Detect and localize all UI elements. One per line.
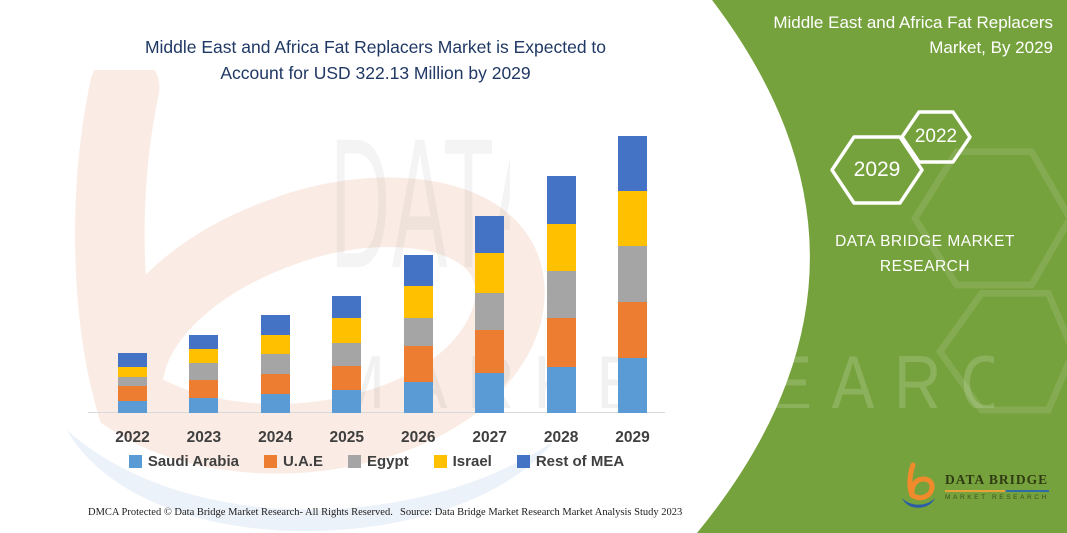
bar-segment-2029-egypt <box>618 245 647 302</box>
brand-name: DATA BRIDGE MARKET RESEARCH <box>810 229 1040 279</box>
bar-segment-2029-rest-of-mea <box>618 136 647 191</box>
bar-segment-2023-israel <box>189 348 219 364</box>
bar-segment-2025-israel <box>332 317 362 343</box>
legend-swatch-icon <box>263 455 277 468</box>
bar-segment-2027-egypt <box>475 292 505 330</box>
bar-segment-2025-rest-of-mea <box>332 296 362 318</box>
legend-item-egypt: Egypt <box>347 453 409 470</box>
bar-2027 <box>475 215 505 413</box>
legend-item-rest-of-mea: Rest of MEA <box>516 453 625 470</box>
bar-segment-2024-u-a-e <box>260 374 290 395</box>
logo-subtitle-text: MARKET RESEARCH <box>945 493 1049 501</box>
bar-2028 <box>546 175 576 413</box>
bar-2024 <box>260 315 290 413</box>
bar-segment-2022-saudi-arabia <box>118 401 147 413</box>
copyright-text: DMCA Protected © Data Bridge Market Rese… <box>88 507 393 518</box>
bar-segment-2026-saudi-arabia <box>403 382 433 413</box>
bar-segment-2026-u-a-e <box>403 345 433 382</box>
x-axis-label-2025: 2025 <box>329 429 365 446</box>
bar-segment-2027-rest-of-mea <box>475 215 505 253</box>
chart-title-line1: Middle East and Africa Fat Replacers Mar… <box>144 37 607 57</box>
bar-segment-2028-u-a-e <box>546 318 576 367</box>
databridge-logo: DATA BRIDGE MARKET RESEARCH <box>898 458 1066 514</box>
bar-segment-2022-u-a-e <box>118 385 147 401</box>
legend-item-u-a-e: U.A.E <box>263 453 323 470</box>
legend-swatch-icon <box>128 455 142 468</box>
bar-segment-2028-egypt <box>546 271 576 319</box>
bar-segment-2022-rest-of-mea <box>118 352 147 368</box>
brand-line2: RESEARCH <box>879 258 971 275</box>
bar-segment-2027-israel <box>475 252 505 293</box>
bar-segment-2022-egypt <box>118 376 147 386</box>
legend-label: Rest of MEA <box>535 453 625 470</box>
bar-segment-2022-israel <box>118 367 147 377</box>
logo-underline <box>945 489 1049 492</box>
x-axis-label-2022: 2022 <box>115 429 150 446</box>
legend-swatch-icon <box>433 455 447 468</box>
logo-name-text: DATA BRIDGE <box>945 471 1049 487</box>
bar-segment-2024-saudi-arabia <box>260 394 290 413</box>
x-axis-label-2028: 2028 <box>543 429 579 446</box>
side-panel-heading: Middle East and Africa Fat Replacers Mar… <box>755 10 1053 60</box>
legend-item-saudi-arabia: Saudi Arabia <box>128 453 239 470</box>
bar-segment-2028-rest-of-mea <box>546 175 576 224</box>
legend-swatch-icon <box>516 455 530 468</box>
bar-2023 <box>189 334 219 413</box>
legend-label: Egypt <box>366 453 409 470</box>
legend-label: Saudi Arabia <box>147 453 239 470</box>
source-text: Source: Data Bridge Market Research Mark… <box>400 507 683 518</box>
hexagon-year-2029: 2029 <box>853 158 901 181</box>
bar-segment-2026-egypt <box>403 317 433 346</box>
hexagon-2029-outline <box>830 135 924 205</box>
bar-segment-2025-egypt <box>332 342 362 366</box>
databridge-logo-icon <box>902 462 935 508</box>
bar-2025 <box>332 296 362 413</box>
bar-segment-2023-egypt <box>189 363 219 381</box>
bar-2022 <box>118 352 147 413</box>
bar-segment-2023-u-a-e <box>189 380 219 399</box>
x-axis-label-2027: 2027 <box>472 429 507 446</box>
hexagon-2022-outline <box>900 110 972 164</box>
legend-item-israel: Israel <box>433 453 492 470</box>
green-panel-shape <box>697 0 1067 533</box>
bar-segment-2023-saudi-arabia <box>189 398 219 413</box>
watermark-hexagon <box>911 148 1067 414</box>
bar-segment-2024-rest-of-mea <box>260 315 290 335</box>
legend-label: U.A.E <box>282 453 323 470</box>
bar-segment-2025-saudi-arabia <box>332 389 362 413</box>
x-axis-line <box>88 412 665 413</box>
bar-segment-2023-rest-of-mea <box>189 334 219 349</box>
brand-line1: DATA BRIDGE MARKET <box>835 233 1015 250</box>
bar-segment-2027-u-a-e <box>475 329 505 374</box>
bar-segment-2025-u-a-e <box>332 365 362 390</box>
bar-segment-2028-saudi-arabia <box>546 366 576 413</box>
forecast-hexagons <box>830 110 972 205</box>
bar-segment-2029-israel <box>618 190 647 246</box>
x-axis-label-2026: 2026 <box>400 429 436 446</box>
x-axis-label-2029: 2029 <box>615 429 650 446</box>
bar-segment-2026-israel <box>403 285 433 318</box>
side-panel-heading-line2: Market, By 2029 <box>929 38 1053 57</box>
bar-segment-2029-u-a-e <box>618 301 647 358</box>
hexagon-year-2022: 2022 <box>914 126 958 147</box>
bar-segment-2024-egypt <box>260 353 290 375</box>
legend-label: Israel <box>452 453 492 470</box>
x-axis-label-2023: 2023 <box>186 429 222 446</box>
chart-legend: Saudi Arabia U.A.E Egypt Israel Rest of MEA <box>88 453 665 470</box>
bar-segment-2029-saudi-arabia <box>618 358 647 413</box>
bar-segment-2028-israel <box>546 223 576 272</box>
side-panel-heading-line1: Middle East and Africa Fat Replacers <box>773 13 1053 32</box>
bar-segment-2026-rest-of-mea <box>403 254 433 286</box>
bar-segment-2027-saudi-arabia <box>475 373 505 413</box>
x-axis-label-2024: 2024 <box>258 429 293 446</box>
bar-2026 <box>403 254 433 413</box>
legend-swatch-icon <box>347 455 361 468</box>
bar-segment-2024-israel <box>260 334 290 354</box>
bar-2029 <box>618 136 647 413</box>
